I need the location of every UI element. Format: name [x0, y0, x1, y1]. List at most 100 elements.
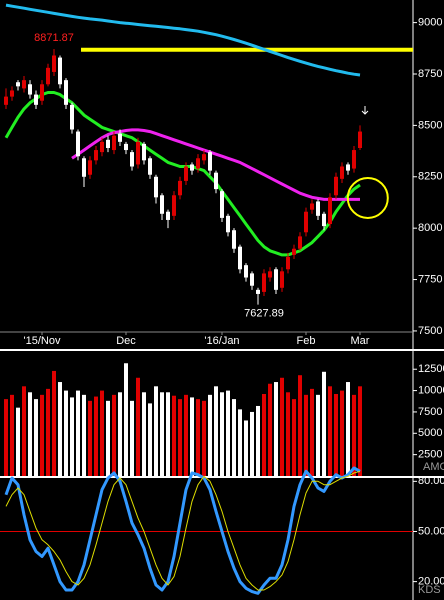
y-tick-label: 20.00: [418, 576, 444, 588]
candle-body: [178, 180, 182, 196]
candle-body: [82, 158, 86, 177]
candle-body: [262, 273, 266, 292]
candle-body: [304, 211, 308, 233]
volume-bar: [334, 394, 338, 476]
candle-body: [238, 246, 242, 270]
volume-bar: [172, 395, 176, 476]
volume-bar: [160, 392, 164, 476]
candle-body: [148, 158, 152, 175]
volume-bar: [70, 397, 74, 476]
volume-bar: [148, 403, 152, 476]
candle-body: [64, 80, 68, 105]
volume-bar: [310, 388, 314, 476]
y-tick-label: 8250: [418, 171, 442, 183]
candle-body: [250, 273, 254, 286]
volume-bar: [52, 370, 56, 476]
volume-bar: [136, 377, 140, 476]
candle-body: [196, 158, 200, 169]
candle-body: [298, 236, 302, 249]
candle-body: [226, 215, 230, 233]
candle-body: [16, 82, 20, 87]
candle-body: [184, 166, 188, 181]
candle-body: [346, 164, 350, 171]
volume-bar: [220, 392, 224, 476]
x-tick-label: Feb: [297, 335, 316, 347]
volume-bar: [124, 363, 128, 476]
candle-body: [52, 55, 56, 72]
volume-bar: [268, 383, 272, 476]
volume-bar: [208, 394, 212, 476]
volume-bar: [232, 399, 236, 476]
volume-bar: [346, 382, 350, 476]
candle-body: [22, 80, 26, 89]
candle-body: [70, 104, 74, 130]
volume-bar: [274, 382, 278, 476]
volume-bar: [292, 399, 296, 476]
candle-body: [190, 164, 194, 171]
candle-body: [28, 84, 32, 95]
candle-body: [358, 131, 362, 148]
volume-bar: [118, 392, 122, 476]
arrow-marker: [361, 106, 369, 115]
x-tick-label: '15/Nov: [24, 335, 61, 347]
volume-bar: [340, 390, 344, 476]
indicator-label: KDS: [418, 584, 441, 596]
volume-bar: [286, 392, 290, 476]
volume-bar: [178, 399, 182, 476]
candle-body: [232, 230, 236, 249]
candle-body: [292, 248, 296, 255]
volume-bar: [244, 420, 248, 476]
y-tick-label: 5000: [418, 427, 442, 439]
volume-bar: [352, 394, 356, 476]
candle-body: [286, 256, 290, 270]
candle-body: [34, 94, 38, 105]
candle-body: [94, 150, 98, 161]
y-tick-label: 80.00: [418, 475, 444, 487]
volume-bar: [304, 394, 308, 476]
candle-body: [88, 160, 92, 175]
volume-bar: [82, 394, 86, 476]
x-tick-label: '16/Jan: [204, 335, 239, 347]
oscillator-line: [4, 466, 361, 595]
volume-bar: [298, 375, 302, 476]
volume-bar: [4, 399, 8, 476]
y-tick-label: 7750: [418, 273, 442, 285]
candle-body: [256, 289, 260, 294]
annotation: 7627.89: [244, 308, 284, 320]
candle-body: [4, 96, 8, 105]
candle-body: [172, 195, 176, 216]
x-tick-label: Dec: [116, 335, 136, 347]
oscillator-line: [5, 470, 361, 591]
volume-bar: [322, 371, 326, 476]
volume-bar: [250, 411, 254, 476]
y-tick-label: 9000: [418, 17, 442, 29]
candle-body: [106, 139, 110, 148]
volume-bar: [202, 400, 206, 476]
volume-bar: [64, 390, 68, 476]
candle-body: [160, 195, 164, 214]
volume-bar: [40, 394, 44, 476]
volume-bar: [196, 399, 200, 476]
volume-bar: [10, 394, 14, 476]
candle-body: [166, 211, 170, 220]
y-tick-label: 10000: [418, 384, 444, 396]
volume-bar: [226, 390, 230, 476]
volume-bar: [28, 392, 32, 476]
volume-bar: [238, 409, 242, 476]
volume-bar: [76, 390, 80, 476]
candle-body: [274, 269, 278, 290]
candle-body: [46, 67, 50, 85]
candle-body: [202, 154, 206, 161]
volume-bar: [190, 397, 194, 476]
candle-body: [154, 176, 158, 198]
candle-body: [334, 176, 338, 196]
candle-body: [220, 191, 224, 218]
candle-body: [214, 172, 218, 190]
volume-bar: [262, 394, 266, 476]
volume-bar: [46, 388, 50, 476]
y-tick-label: 8500: [418, 119, 442, 131]
candle-body: [40, 84, 44, 101]
volume-bar: [58, 382, 62, 476]
annotation: 8871.87: [34, 32, 74, 44]
volume-bar: [256, 405, 260, 476]
